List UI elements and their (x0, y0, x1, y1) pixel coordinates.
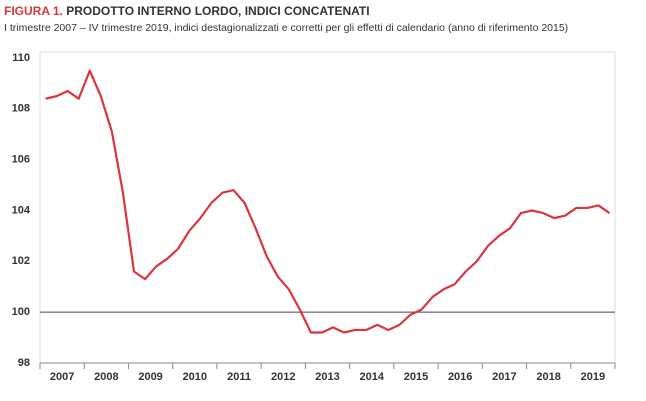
chart-title-line: FIGURA 1. PRODOTTO INTERNO LORDO, INDICI… (4, 4, 370, 18)
chart-subtitle: I trimestre 2007 – IV trimestre 2019, in… (4, 22, 568, 34)
x-tick-label: 2010 (183, 371, 207, 383)
x-tick-label: 2015 (404, 371, 428, 383)
data-line (45, 69, 611, 334)
chart-title: PRODOTTO INTERNO LORDO, INDICI CONCATENA… (66, 4, 369, 18)
y-tick-label: 108 (12, 103, 30, 115)
figure-label: FIGURA 1. (4, 4, 63, 18)
y-tick-label: 104 (12, 204, 31, 216)
x-tick-label: 2013 (315, 371, 339, 383)
x-tick-label: 2019 (581, 371, 605, 383)
y-tick-label: 102 (12, 255, 30, 267)
x-tick-label: 2011 (227, 371, 251, 383)
x-tick-label: 2012 (271, 371, 295, 383)
x-tick-label: 2018 (536, 371, 560, 383)
y-tick-label: 98 (18, 357, 30, 369)
y-tick-label: 100 (12, 306, 30, 318)
x-tick-label: 2017 (492, 371, 516, 383)
x-tick-label: 2009 (138, 371, 162, 383)
plot-frame (39, 51, 616, 364)
y-tick-label: 106 (12, 154, 30, 166)
x-tick-label: 2007 (50, 371, 74, 383)
x-tick-label: 2014 (359, 371, 384, 383)
y-tick-label: 110 (12, 52, 30, 64)
x-tick-label: 2008 (94, 371, 118, 383)
x-tick-label: 2016 (448, 371, 472, 383)
